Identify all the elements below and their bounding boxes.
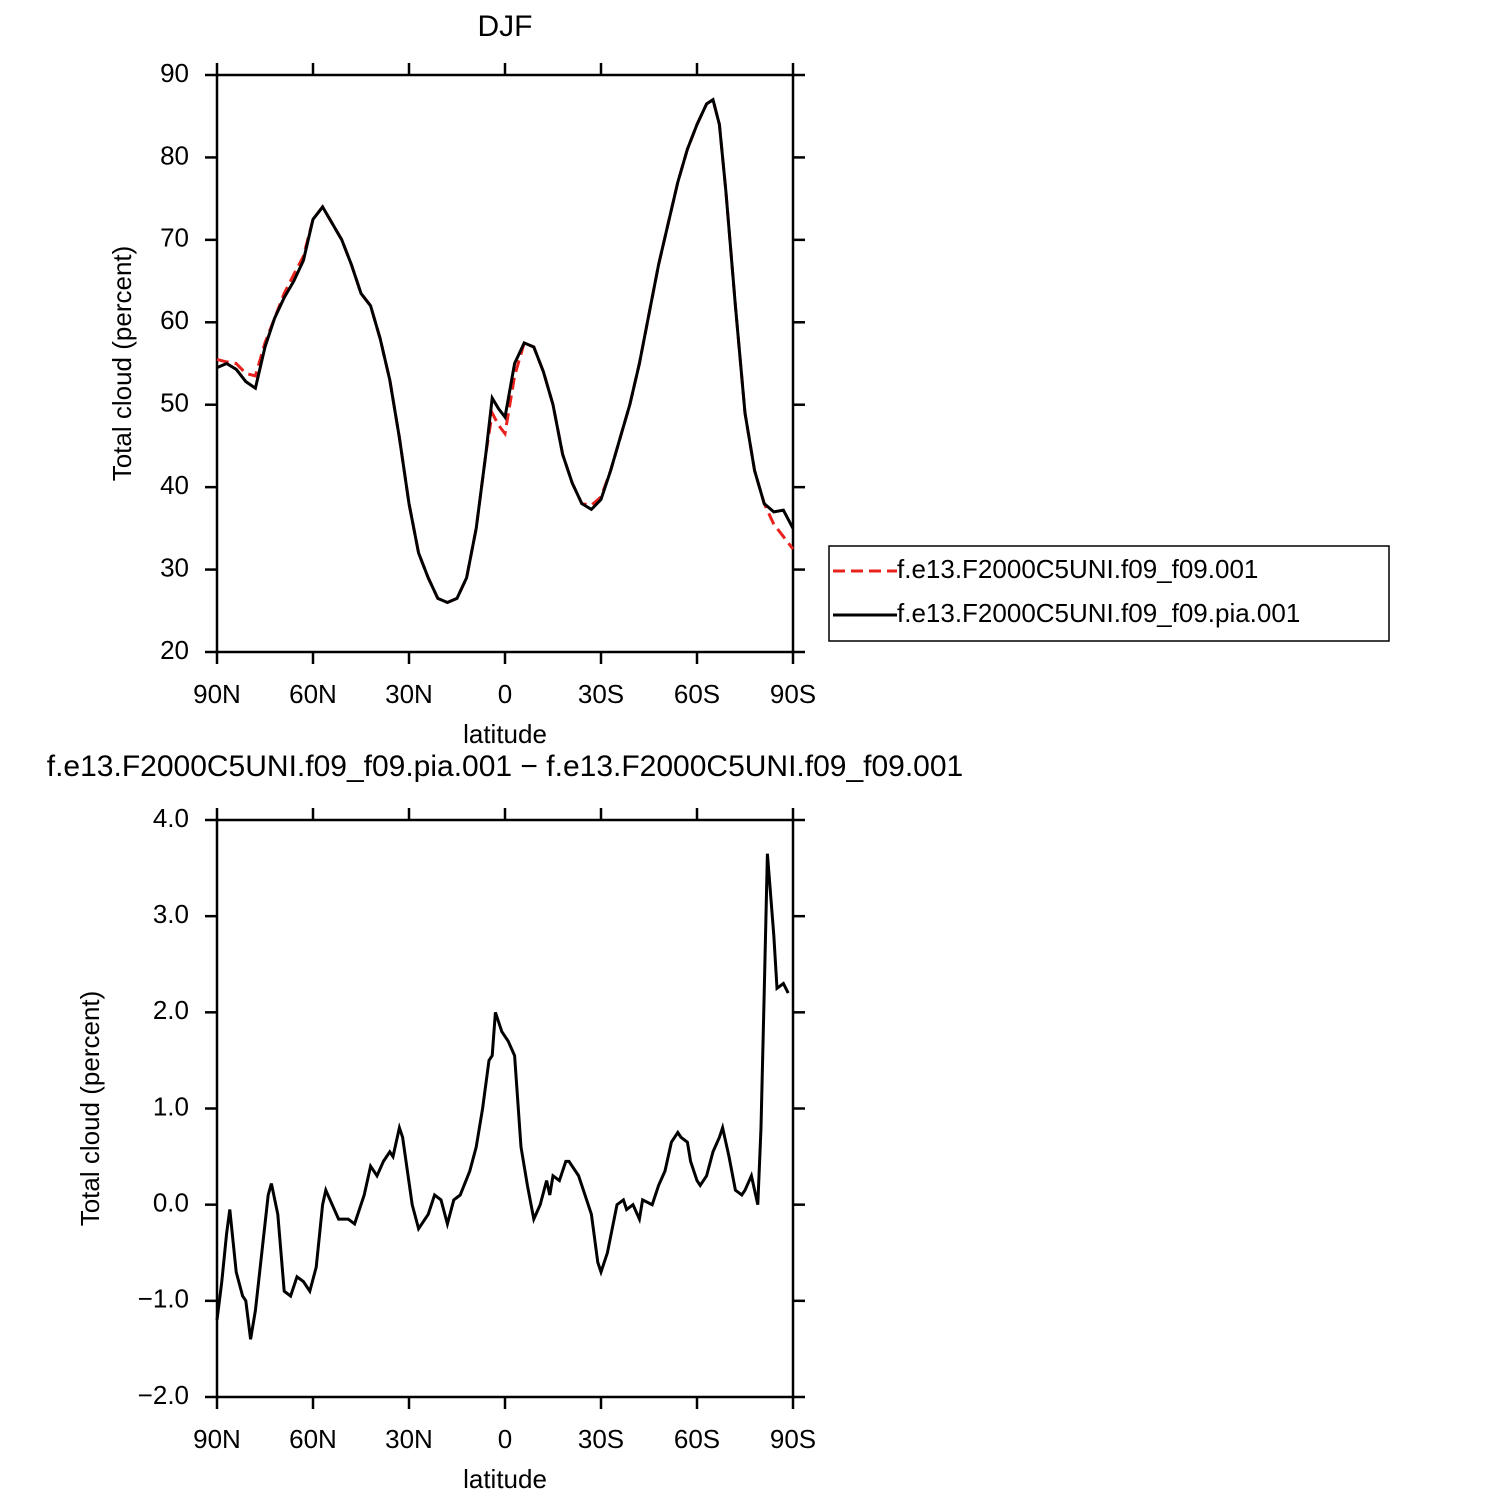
x-tick-label: 0 bbox=[498, 679, 512, 709]
y-tick-label: 30 bbox=[160, 552, 189, 582]
x-tick-label: 60S bbox=[674, 1424, 720, 1454]
chart-title: DJF bbox=[478, 10, 533, 43]
y-tick-label: 70 bbox=[160, 223, 189, 253]
y-tick-label: 1.0 bbox=[153, 1091, 189, 1121]
x-tick-label: 90N bbox=[193, 1424, 241, 1454]
legend-label: f.e13.F2000C5UNI.f09_f09.001 bbox=[897, 554, 1258, 584]
y-tick-label: 90 bbox=[160, 58, 189, 88]
y-axis-label: Total cloud (percent) bbox=[75, 991, 105, 1227]
y-axis-label: Total cloud (percent) bbox=[107, 246, 137, 482]
y-tick-label: 40 bbox=[160, 470, 189, 500]
x-tick-label: 90N bbox=[193, 679, 241, 709]
legend-label: f.e13.F2000C5UNI.f09_f09.pia.001 bbox=[897, 598, 1300, 628]
plot-frame bbox=[215, 818, 795, 1399]
x-axis-label: latitude bbox=[463, 1464, 547, 1494]
x-tick-label: 30N bbox=[385, 679, 433, 709]
x-tick-label: 60S bbox=[674, 679, 720, 709]
y-tick-label: 50 bbox=[160, 388, 189, 418]
x-tick-label: 60N bbox=[289, 1424, 337, 1454]
data-line bbox=[216, 97, 795, 605]
data-line bbox=[216, 97, 795, 605]
x-tick-label: 0 bbox=[498, 1424, 512, 1454]
y-tick-label: 60 bbox=[160, 305, 189, 335]
y-tick-label: 3.0 bbox=[153, 899, 189, 929]
x-tick-label: 30N bbox=[385, 1424, 433, 1454]
legend-box bbox=[828, 545, 1390, 642]
x-tick-label: 90S bbox=[770, 1424, 816, 1454]
x-axis-label: latitude bbox=[463, 719, 547, 749]
x-tick-label: 90S bbox=[770, 679, 816, 709]
x-tick-label: 30S bbox=[578, 1424, 624, 1454]
y-tick-label: 2.0 bbox=[153, 995, 189, 1025]
y-tick-label: 20 bbox=[160, 635, 189, 665]
y-tick-label: 0.0 bbox=[153, 1188, 189, 1218]
y-tick-label: −2.0 bbox=[138, 1380, 189, 1410]
data-line bbox=[215, 853, 790, 1340]
x-tick-label: 30S bbox=[578, 679, 624, 709]
y-tick-label: −1.0 bbox=[138, 1284, 189, 1314]
x-tick-label: 60N bbox=[289, 679, 337, 709]
y-tick-label: 4.0 bbox=[153, 803, 189, 833]
plot-frame bbox=[215, 73, 795, 654]
chart-title: f.e13.F2000C5UNI.f09_f09.pia.001 − f.e13… bbox=[47, 750, 963, 783]
y-tick-label: 80 bbox=[160, 140, 189, 170]
